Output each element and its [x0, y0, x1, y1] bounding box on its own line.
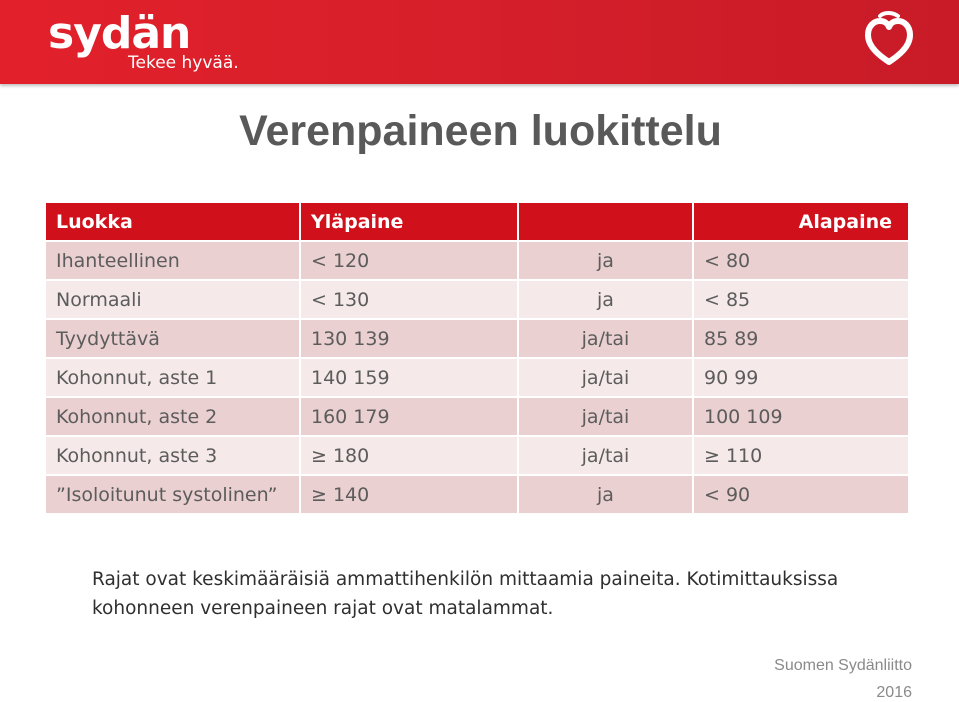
- table-row: Ihanteellinen < 120 ja < 80: [44, 240, 910, 281]
- connector-cell: ja/tai: [517, 396, 694, 437]
- footer-organization: Suomen Sydänliitto: [774, 657, 912, 674]
- category-cell: ”Isoloitunut systolinen”: [44, 474, 301, 515]
- logo-text: sydän: [48, 8, 191, 59]
- diastolic-cell: 100 109: [692, 396, 910, 437]
- systolic-cell: < 120: [299, 240, 519, 281]
- systolic-cell: < 130: [299, 279, 519, 320]
- systolic-cell: 130 139: [299, 318, 519, 359]
- category-cell: Normaali: [44, 279, 301, 320]
- footnote-line-1: Rajat ovat keskimääräisiä ammattihenkilö…: [92, 569, 839, 590]
- connector-cell: ja: [517, 474, 694, 515]
- table-row: Normaali < 130 ja < 85: [44, 279, 910, 320]
- header-systolic: Yläpaine: [299, 201, 519, 242]
- heart-icon: [865, 11, 913, 65]
- connector-cell: ja: [517, 240, 694, 281]
- header-bar: sydän Tekee hyvää.: [0, 0, 959, 84]
- category-cell: Kohonnut, aste 3: [44, 435, 301, 476]
- category-cell: Kohonnut, aste 1: [44, 357, 301, 398]
- diastolic-cell: 85 89: [692, 318, 910, 359]
- footer-year: 2016: [876, 684, 912, 701]
- diastolic-cell: < 80: [692, 240, 910, 281]
- connector-cell: ja: [517, 279, 694, 320]
- systolic-cell: ≥ 180: [299, 435, 519, 476]
- table-row: Kohonnut, aste 2 160 179 ja/tai 100 109: [44, 396, 910, 437]
- diastolic-cell: ≥ 110: [692, 435, 910, 476]
- table-row: Kohonnut, aste 1 140 159 ja/tai 90 99: [44, 357, 910, 398]
- table-row: ”Isoloitunut systolinen” ≥ 140 ja < 90: [44, 474, 910, 515]
- connector-cell: ja/tai: [517, 318, 694, 359]
- table-header-row: Luokka Yläpaine Alapaine: [44, 201, 910, 242]
- connector-cell: ja/tai: [517, 435, 694, 476]
- category-cell: Ihanteellinen: [44, 240, 301, 281]
- table-row: Kohonnut, aste 3 ≥ 180 ja/tai ≥ 110: [44, 435, 910, 476]
- diastolic-cell: 90 99: [692, 357, 910, 398]
- connector-cell: ja/tai: [517, 357, 694, 398]
- footnote-line-2: kohonneen verenpaineen rajat ovat matala…: [92, 598, 554, 619]
- header-diastolic: Alapaine: [692, 201, 910, 242]
- category-cell: Tyydyttävä: [44, 318, 301, 359]
- diastolic-cell: < 85: [692, 279, 910, 320]
- category-cell: Kohonnut, aste 2: [44, 396, 301, 437]
- diastolic-cell: < 90: [692, 474, 910, 515]
- systolic-cell: 140 159: [299, 357, 519, 398]
- logo-slogan: Tekee hyvää.: [128, 53, 239, 73]
- systolic-cell: 160 179: [299, 396, 519, 437]
- footnote-text: Rajat ovat keskimääräisiä ammattihenkilö…: [92, 565, 892, 623]
- blood-pressure-table: Luokka Yläpaine Alapaine Ihanteellinen <…: [44, 201, 910, 515]
- page-title: Verenpaineen luokittelu: [239, 107, 722, 155]
- systolic-cell: ≥ 140: [299, 474, 519, 515]
- header-category: Luokka: [44, 201, 301, 242]
- header-connector: [517, 201, 694, 242]
- table-row: Tyydyttävä 130 139 ja/tai 85 89: [44, 318, 910, 359]
